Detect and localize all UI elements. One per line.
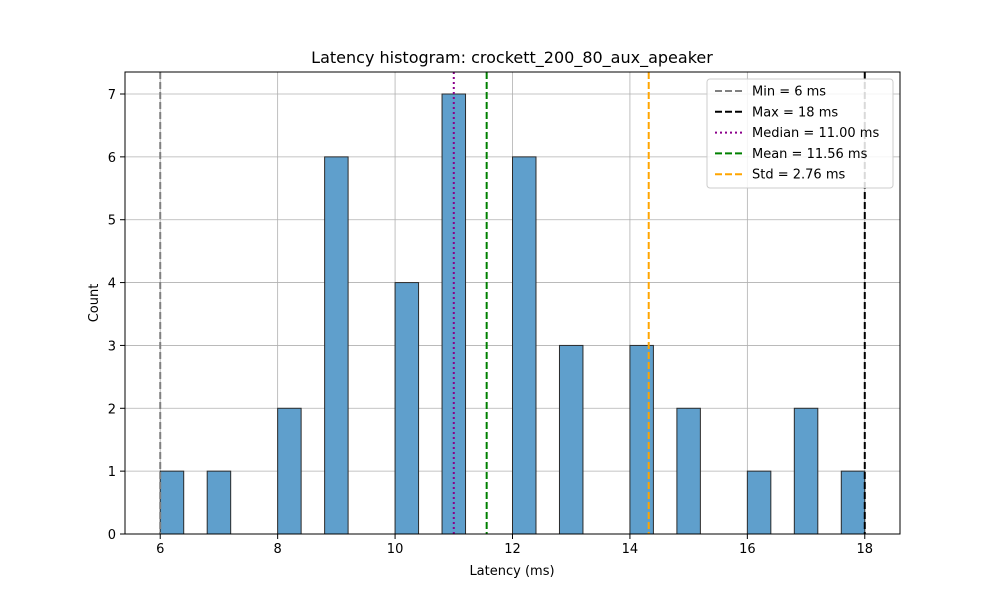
y-axis-ticks: 0 1 2 3 4 5 6 7 — [108, 88, 125, 543]
x-tick-label: 10 — [387, 542, 404, 557]
histogram-bar — [746, 470, 772, 535]
histogram-bar — [159, 470, 185, 535]
y-axis-label: Count — [87, 284, 102, 323]
x-tick-label: 16 — [739, 542, 756, 557]
histogram-bar — [206, 470, 232, 535]
legend: Min = 6 ms Max = 18 ms Median = 11.00 ms Me… — [706, 78, 894, 189]
histogram-bar — [840, 470, 866, 535]
histogram-bar — [512, 156, 537, 535]
histogram-bar — [394, 282, 420, 535]
y-tick-label: 7 — [108, 88, 116, 103]
y-tick-label: 3 — [108, 339, 116, 354]
x-axis-ticks: 6 8 10 12 14 16 18 — [156, 534, 873, 557]
histogram-bar — [793, 407, 819, 535]
legend-label: Min = 6 ms — [752, 85, 826, 100]
x-tick-label: 12 — [504, 542, 521, 557]
legend-label: Median = 11.00 ms — [752, 126, 879, 141]
histogram-bar — [629, 344, 654, 535]
legend-label: Max = 18 ms — [752, 105, 838, 120]
chart-title: Latency histogram: crockett_200_80_aux_a… — [311, 48, 713, 68]
legend-box — [706, 78, 894, 189]
histogram-bar — [558, 344, 584, 535]
histogram-bar — [277, 407, 302, 535]
histogram-bar — [324, 156, 349, 535]
y-tick-label: 6 — [108, 151, 116, 166]
y-tick-label: 0 — [108, 528, 116, 543]
y-tick-label: 1 — [108, 465, 116, 480]
x-axis-label: Latency (ms) — [469, 564, 554, 579]
x-tick-label: 14 — [622, 542, 639, 557]
x-tick-label: 18 — [856, 542, 873, 557]
legend-label: Std = 2.76 ms — [752, 168, 845, 183]
x-tick-label: 6 — [156, 542, 164, 557]
x-tick-label: 8 — [274, 542, 282, 557]
y-tick-label: 5 — [108, 214, 116, 229]
histogram-bar — [676, 407, 701, 535]
legend-label: Mean = 11.56 ms — [752, 147, 868, 162]
y-tick-label: 2 — [108, 402, 116, 417]
y-tick-label: 4 — [108, 277, 116, 292]
